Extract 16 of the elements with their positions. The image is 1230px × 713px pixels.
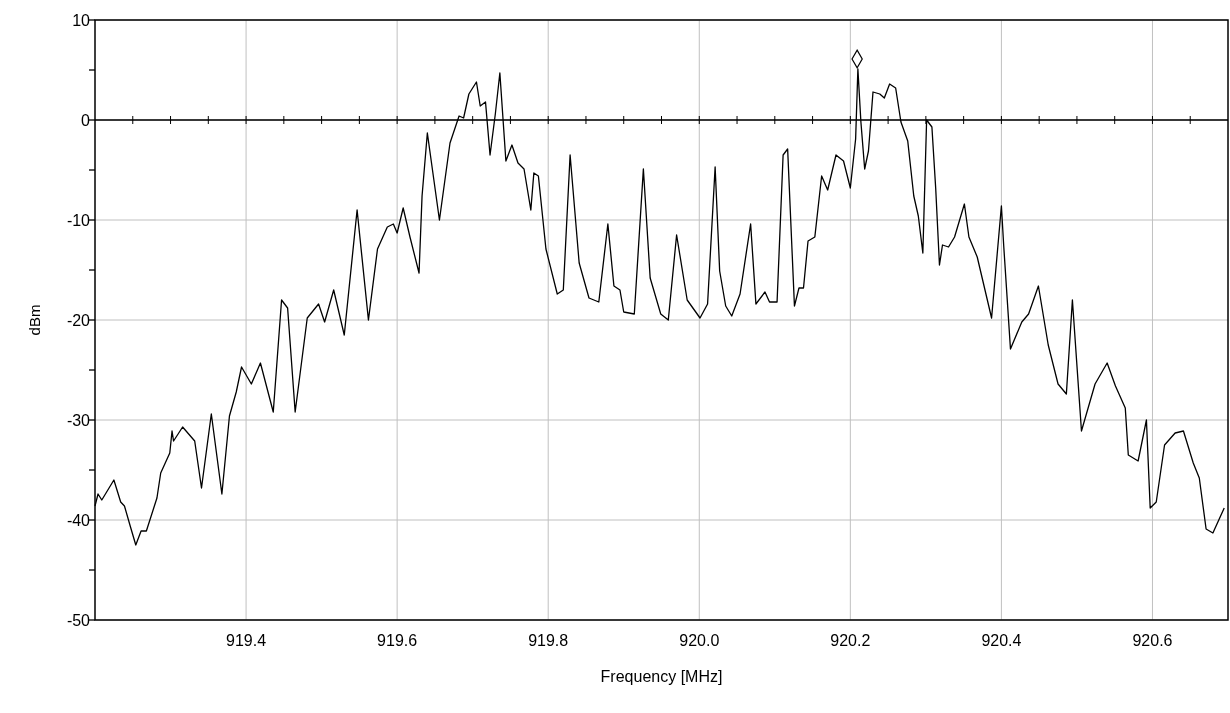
y-tick-label: 10 bbox=[72, 11, 91, 29]
x-tick-label: 920.6 bbox=[1132, 632, 1173, 649]
y-tick-label: -40 bbox=[66, 511, 91, 529]
x-tick-label: 920.0 bbox=[679, 632, 720, 649]
x-tick-label: 919.8 bbox=[528, 632, 569, 649]
x-axis-title: Frequency [MHz] bbox=[600, 668, 723, 685]
x-tick-label: 920.2 bbox=[830, 632, 871, 649]
y-tick-label: -20 bbox=[66, 311, 91, 329]
x-tick-label: 920.4 bbox=[981, 632, 1022, 649]
x-tick-label: 919.4 bbox=[226, 632, 267, 649]
y-tick-label: -30 bbox=[66, 411, 91, 429]
y-axis-title: dBm bbox=[26, 304, 43, 336]
y-tick-label: -50 bbox=[66, 611, 91, 629]
x-tick-label: 919.6 bbox=[377, 632, 418, 649]
y-tick-label: 0 bbox=[81, 111, 91, 129]
y-tick-label: -10 bbox=[66, 211, 91, 229]
